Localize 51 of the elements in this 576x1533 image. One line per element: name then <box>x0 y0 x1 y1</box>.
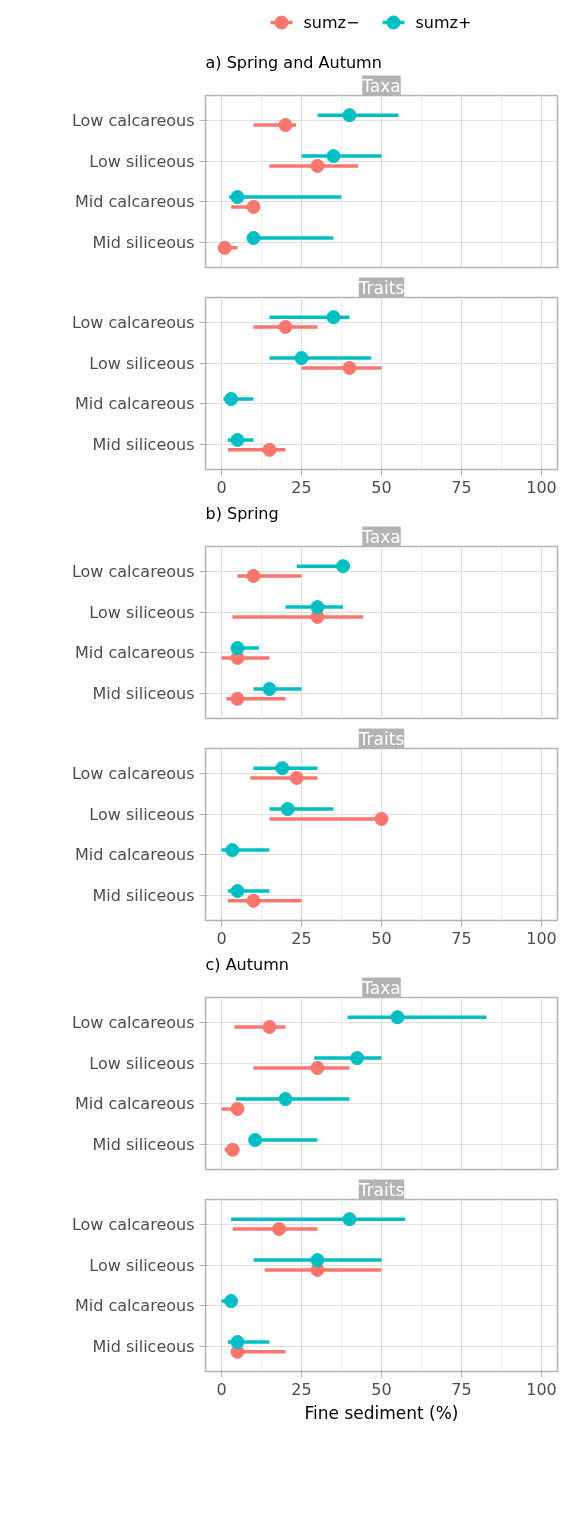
y-tick-label: Low calcareous <box>71 1012 195 1032</box>
x-tick-label: 100 <box>526 928 557 948</box>
x-axis-title: Fine sediment (%) <box>304 1402 459 1423</box>
x-tick-label: 100 <box>526 1379 557 1399</box>
chart-subtitle: b) Spring <box>205 503 279 523</box>
chart-title: Traits <box>357 1179 405 1200</box>
chart-title: Traits <box>357 277 405 298</box>
x-tick-label: 25 <box>291 1379 312 1399</box>
chart-title: Taxa <box>361 977 401 998</box>
y-tick-label: Low calcareous <box>71 312 195 332</box>
x-tick-label: 0 <box>216 1379 227 1399</box>
y-tick-label: Mid siliceous <box>92 233 195 253</box>
y-tick-label: Mid calcareous <box>75 845 195 865</box>
y-tick-label: Mid calcareous <box>75 1296 195 1316</box>
y-tick-label: Mid calcareous <box>75 394 195 414</box>
legend-label: sumz− <box>303 13 360 32</box>
x-tick-label: 0 <box>216 928 227 948</box>
y-tick-label: Low siliceous <box>89 151 195 171</box>
x-tick-label: 100 <box>526 477 557 497</box>
x-tick-label: 75 <box>451 1379 472 1399</box>
y-tick-label: Mid siliceous <box>92 684 195 704</box>
y-tick-label: Mid siliceous <box>92 1135 195 1155</box>
chart-subtitle: a) Spring and Autumn <box>205 52 382 72</box>
x-tick-label: 75 <box>451 477 472 497</box>
legend-label: sumz+ <box>415 13 472 32</box>
x-tick-label: 50 <box>371 1379 392 1399</box>
y-tick-label: Low calcareous <box>71 110 195 130</box>
y-tick-label: Low calcareous <box>71 1214 195 1234</box>
y-tick-label: Mid calcareous <box>75 643 195 663</box>
chart-title: Taxa <box>361 75 401 96</box>
y-tick-label: Mid siliceous <box>92 435 195 455</box>
y-tick-label: Low calcareous <box>71 561 195 581</box>
x-tick-label: 0 <box>216 477 227 497</box>
chart-title: Taxa <box>361 526 401 547</box>
y-tick-label: Low siliceous <box>89 1053 195 1073</box>
chart-subtitle: c) Autumn <box>205 954 289 974</box>
y-tick-label: Low siliceous <box>89 804 195 824</box>
x-tick-label: 25 <box>291 928 312 948</box>
y-tick-label: Low calcareous <box>71 763 195 783</box>
x-tick-label: 75 <box>451 928 472 948</box>
y-tick-label: Mid siliceous <box>92 886 195 906</box>
y-tick-label: Mid calcareous <box>75 1094 195 1114</box>
x-tick-label: 50 <box>371 928 392 948</box>
y-tick-label: Low siliceous <box>89 353 195 373</box>
x-tick-label: 25 <box>291 477 312 497</box>
y-tick-label: Low siliceous <box>89 1255 195 1275</box>
x-tick-label: 50 <box>371 477 392 497</box>
y-tick-label: Mid calcareous <box>75 192 195 212</box>
y-tick-label: Low siliceous <box>89 602 195 622</box>
y-tick-label: Mid siliceous <box>92 1337 195 1357</box>
chart-title: Traits <box>357 728 405 749</box>
